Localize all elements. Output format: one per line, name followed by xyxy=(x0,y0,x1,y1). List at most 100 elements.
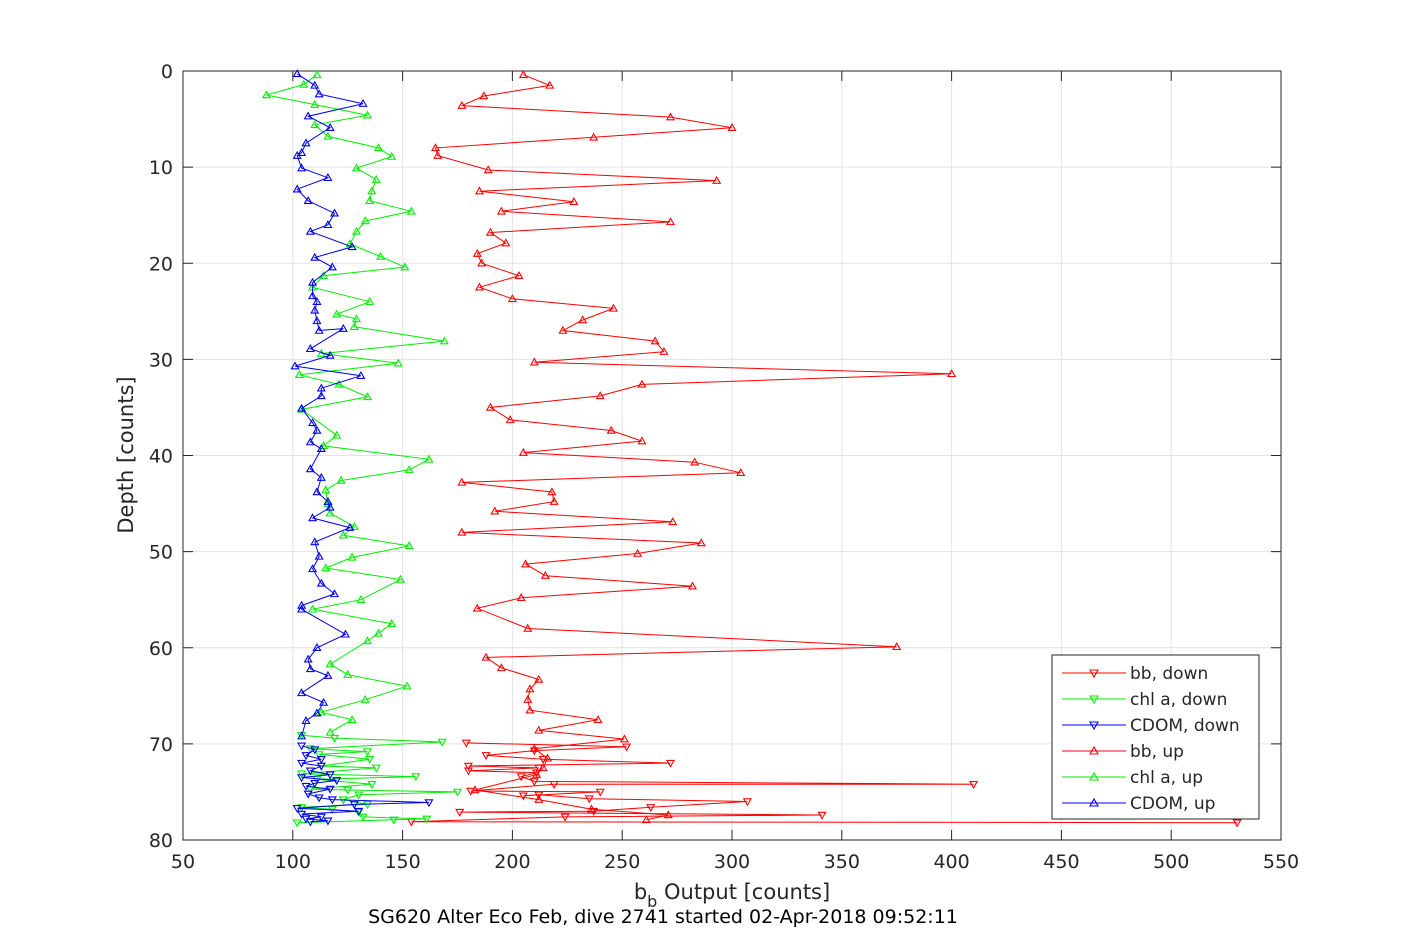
data-point-bb-up xyxy=(525,705,535,714)
data-point-bb-up xyxy=(457,527,467,536)
legend-item-bb-down: bb, down xyxy=(1062,664,1208,684)
data-point-bb-down xyxy=(461,739,471,748)
data-point-chl-a-up xyxy=(316,707,326,716)
series-line-chl-a-up xyxy=(266,74,445,733)
x-tick-label: 450 xyxy=(1043,851,1079,873)
data-point-bb-up xyxy=(538,763,548,772)
data-point-chl-a-down xyxy=(371,764,381,773)
legend-item-bb-up: bb, up xyxy=(1062,742,1184,762)
data-point-chl-a-down xyxy=(422,815,432,824)
data-point-cdom-up xyxy=(303,654,313,663)
data-point-bb-up xyxy=(545,80,555,89)
data-point-bb-up xyxy=(589,132,599,141)
data-point-bb-down xyxy=(742,798,752,807)
series-cdom-down xyxy=(292,742,434,827)
data-point-chl-a-up xyxy=(404,541,414,550)
legend-item-chl-a-up: chl a, up xyxy=(1062,768,1203,788)
x-tick-label: 200 xyxy=(494,851,530,873)
data-point-bb-down xyxy=(584,795,594,804)
data-point-bb-up xyxy=(474,186,485,195)
data-point-bb-down xyxy=(595,788,605,797)
data-point-chl-a-up xyxy=(351,226,362,235)
data-point-bb-down xyxy=(481,752,491,761)
data-point-chl-a-up xyxy=(308,604,318,613)
data-point-bb-down xyxy=(518,792,528,801)
data-point-cdom-up xyxy=(325,350,335,359)
plot-caption: SG620 Alter Eco Feb, dive 2741 started 0… xyxy=(368,906,958,928)
y-tick-label: 40 xyxy=(149,446,173,468)
data-point-bb-up xyxy=(514,271,524,279)
x-tick-label: 500 xyxy=(1153,851,1189,873)
data-point-cdom-up xyxy=(329,589,340,598)
data-point-chl-a-up xyxy=(349,321,359,330)
data-point-chl-a-up xyxy=(395,574,405,583)
y-tick-label: 50 xyxy=(149,542,173,564)
data-point-cdom-down xyxy=(297,759,307,768)
data-point-cdom-down xyxy=(297,810,307,819)
data-point-bb-up xyxy=(696,538,706,547)
data-point-chl-a-up xyxy=(362,636,373,645)
legend-label: chl a, up xyxy=(1130,768,1203,788)
data-point-bb-down xyxy=(455,808,465,817)
data-point-bb-down xyxy=(1232,819,1242,828)
data-point-bb-up xyxy=(892,642,902,651)
data-point-cdom-up xyxy=(323,496,333,505)
data-point-cdom-up xyxy=(292,150,302,159)
data-point-cdom-down xyxy=(303,790,313,799)
y-axis-label: Depth [counts] xyxy=(114,376,138,533)
data-point-cdom-up xyxy=(327,262,337,271)
data-point-bb-up xyxy=(529,357,539,366)
legend-label: bb, down xyxy=(1130,664,1208,684)
x-tick-label: 50 xyxy=(171,851,195,873)
data-point-bb-up xyxy=(496,663,506,672)
data-point-bb-up xyxy=(485,402,495,411)
data-point-bb-up xyxy=(433,150,443,159)
data-point-chl-a-down xyxy=(292,819,302,828)
data-point-cdom-up xyxy=(356,371,366,379)
x-tick-label: 550 xyxy=(1263,851,1299,873)
data-point-cdom-up xyxy=(358,98,368,107)
data-point-cdom-down xyxy=(327,796,337,805)
data-point-cdom-down xyxy=(349,801,359,810)
data-point-cdom-down xyxy=(316,813,326,822)
data-point-bb-up xyxy=(668,517,678,526)
data-point-bb-up xyxy=(496,206,506,215)
legend-item-cdom-down: CDOM, down xyxy=(1062,716,1240,736)
data-point-chl-a-up xyxy=(312,70,322,79)
data-point-bb-down xyxy=(665,759,676,768)
data-point-cdom-up xyxy=(325,502,335,511)
data-point-cdom-up xyxy=(325,123,335,131)
data-point-bb-up xyxy=(687,581,698,590)
x-tick-label: 100 xyxy=(275,851,311,873)
data-point-bb-up xyxy=(540,570,550,579)
data-point-chl-a-up xyxy=(325,508,335,517)
data-point-cdom-up xyxy=(308,277,318,286)
data-point-bb-up xyxy=(593,715,603,724)
data-point-cdom-up xyxy=(318,697,329,706)
data-point-bb-up xyxy=(665,112,676,121)
data-point-cdom-up xyxy=(301,716,311,725)
y-tick-label: 0 xyxy=(161,61,173,83)
data-point-cdom-up xyxy=(312,296,322,305)
data-point-bb-down xyxy=(463,767,474,776)
svg-text:bb Output [counts]: bb Output [counts] xyxy=(634,880,830,911)
data-point-cdom-up xyxy=(292,184,302,193)
data-point-cdom-up xyxy=(305,664,315,673)
data-point-cdom-down xyxy=(297,742,307,751)
data-point-chl-a-up xyxy=(299,79,309,88)
data-point-bb-down xyxy=(622,743,632,752)
data-point-chl-a-up xyxy=(404,465,414,474)
series-line-bb-down xyxy=(411,742,1238,824)
data-point-cdom-down xyxy=(332,777,342,786)
data-point-cdom-down xyxy=(292,805,302,813)
data-point-bb-up xyxy=(641,815,651,824)
data-point-cdom-up xyxy=(316,578,326,587)
series-cdom-up xyxy=(290,69,368,740)
data-point-cdom-up xyxy=(314,325,324,334)
data-point-cdom-up xyxy=(297,147,307,156)
x-tick-label: 400 xyxy=(933,851,969,873)
data-point-cdom-up xyxy=(308,291,318,300)
data-point-bb-up xyxy=(534,794,544,803)
data-point-cdom-up xyxy=(297,163,307,172)
data-point-bb-up xyxy=(578,315,588,324)
